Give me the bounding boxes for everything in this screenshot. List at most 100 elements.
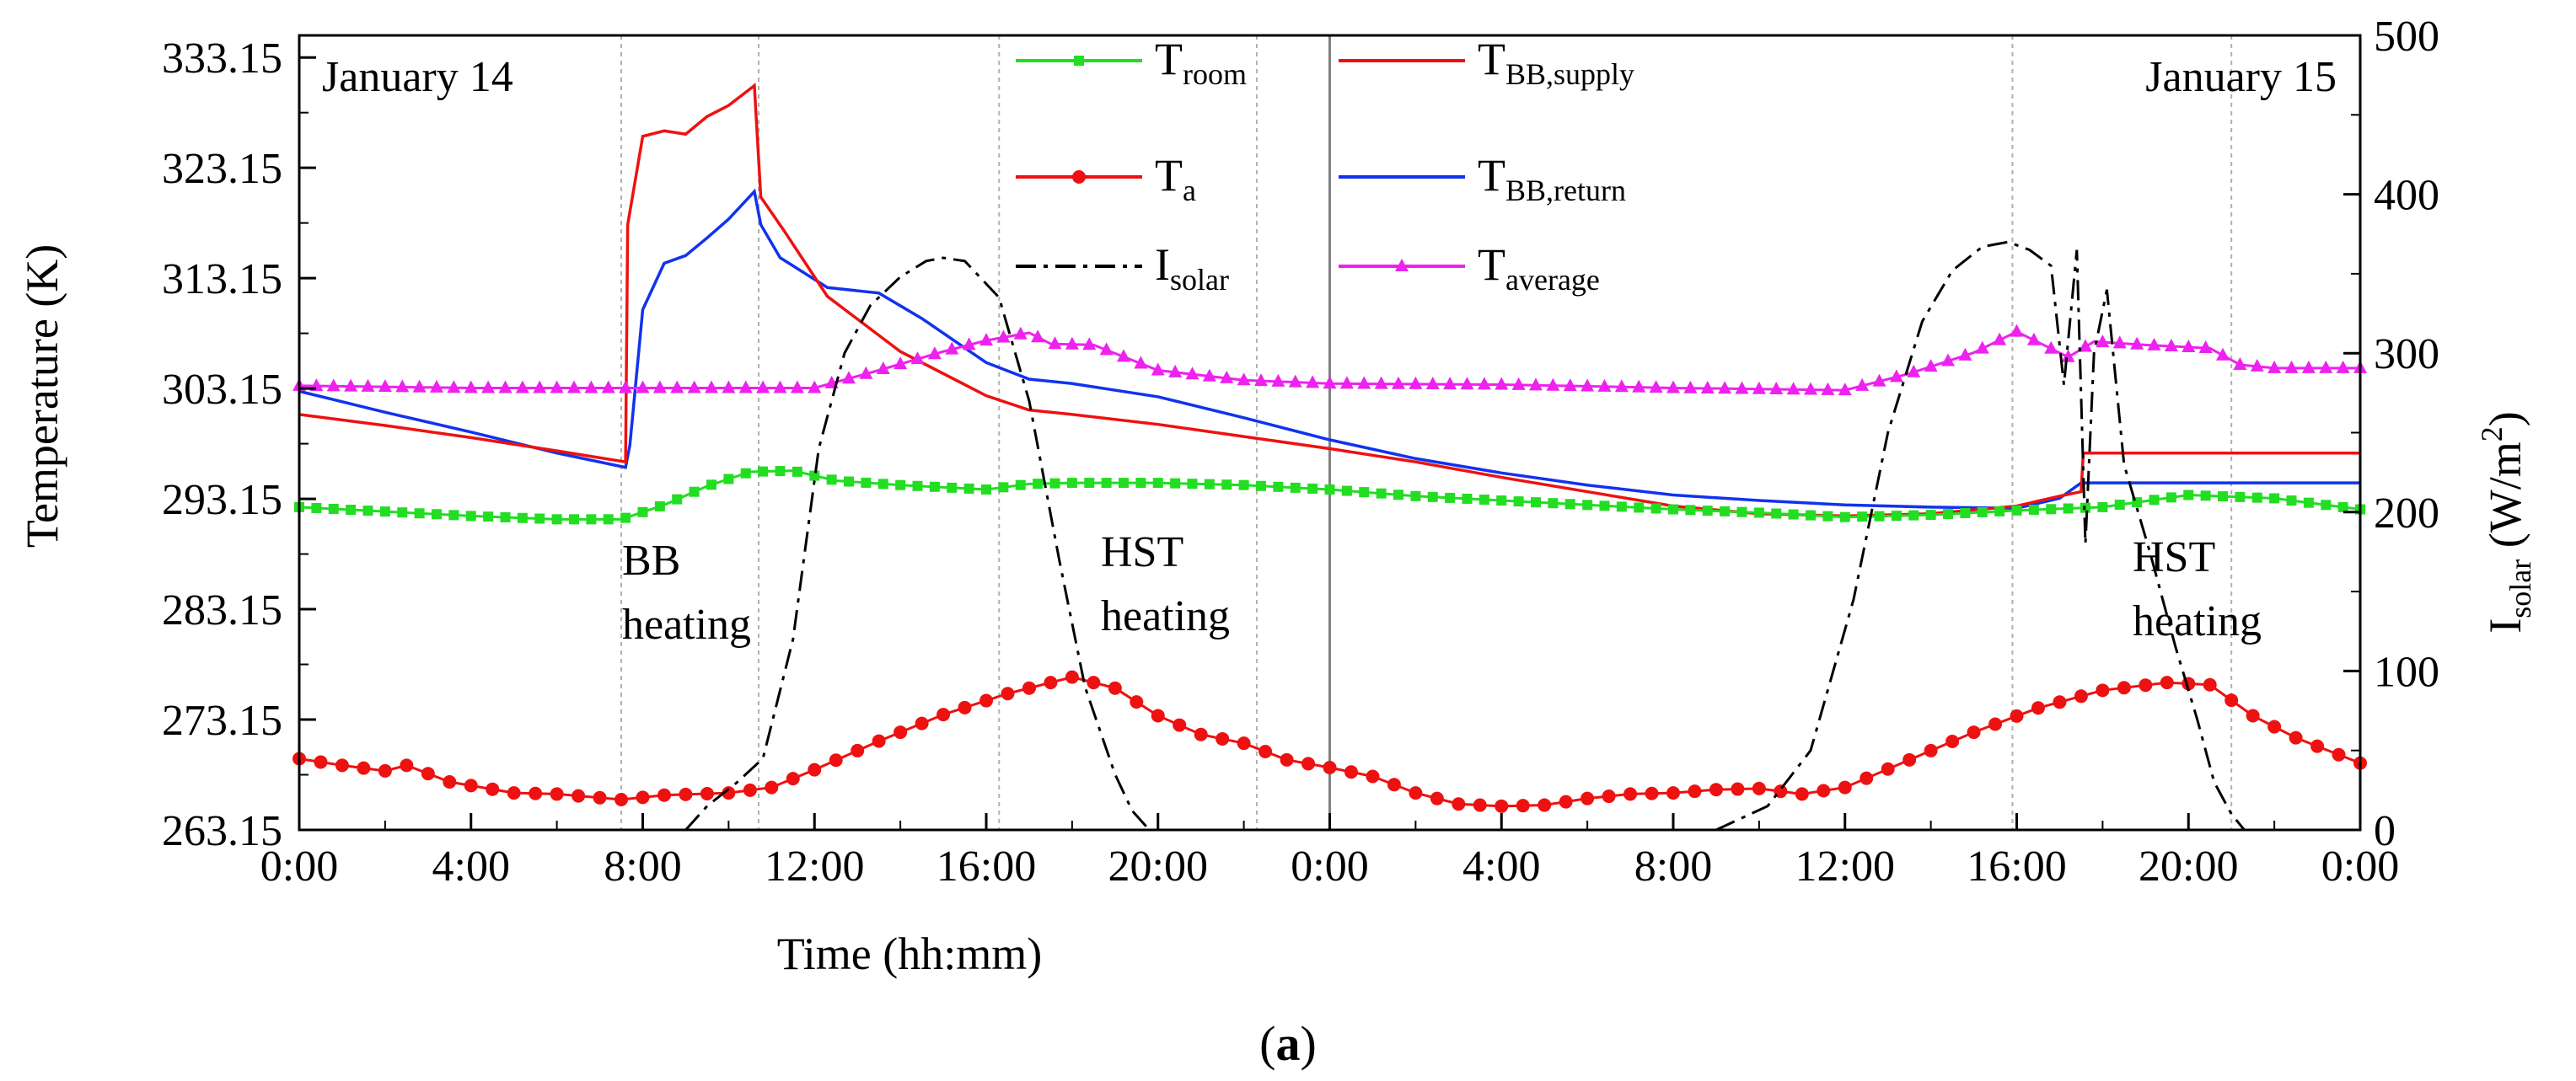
series-marker-troom: [1822, 511, 1833, 522]
annotation-hst2b: heating: [2133, 597, 2262, 645]
series-marker-troom: [792, 466, 802, 477]
series-marker-taverage: [481, 380, 496, 393]
y2-tick-label-5: 500: [2374, 13, 2439, 61]
series-marker-taverage: [1220, 370, 1234, 383]
axes-layer: 0:00 4:00 8:00 12:00 16:00 20:00 0:00 4:00 8:00 1…: [162, 13, 2439, 891]
series-marker-ta: [1022, 681, 1036, 695]
series-marker-troom: [861, 477, 872, 488]
series-marker-taverage: [361, 378, 375, 392]
series-marker-ta: [2246, 709, 2260, 723]
series-marker-troom: [2097, 501, 2108, 512]
series-marker-taverage: [1185, 367, 1199, 380]
series-marker-troom: [1101, 478, 1112, 489]
series-marker-taverage: [1271, 373, 1285, 387]
series-marker-taverage: [1134, 356, 1148, 369]
y-tick-label-2: 283.15: [162, 586, 282, 634]
legend-marker-ta: [1072, 170, 1086, 184]
series-marker-troom: [2286, 495, 2297, 506]
series-marker-troom: [1015, 479, 1026, 490]
legend-entry-isolar: Isolar: [1016, 239, 1229, 297]
series-marker-troom: [1170, 478, 1181, 489]
series-marker-troom: [2063, 503, 2074, 514]
series-marker-taverage: [498, 380, 513, 393]
x-tick-label-1: 4:00: [432, 843, 510, 891]
series-marker-troom: [1857, 511, 1868, 522]
series-marker-taverage: [1975, 340, 1989, 354]
series-marker-ta: [2310, 739, 2325, 753]
series-marker-troom: [346, 505, 357, 516]
series-marker-troom: [397, 507, 408, 518]
series-marker-taverage: [1151, 362, 1165, 376]
series-marker-troom: [1702, 506, 1713, 516]
series-marker-taverage: [1718, 381, 1732, 394]
series-marker-ta: [1409, 786, 1423, 800]
series-marker-taverage: [2336, 360, 2350, 373]
series-marker-troom: [2235, 491, 2246, 502]
series-marker-ta: [550, 787, 564, 801]
series-marker-taverage: [2284, 360, 2299, 373]
series-ta: [292, 670, 2367, 813]
series-marker-taverage: [979, 333, 993, 346]
legend-label-troom: Troom: [1155, 34, 1247, 91]
series-marker-taverage: [1202, 368, 1216, 382]
series-marker-ta: [722, 786, 736, 800]
series-marker-taverage: [1409, 376, 1423, 389]
series-marker-ta: [657, 788, 671, 802]
series-marker-taverage: [1889, 369, 1903, 383]
series-marker-troom: [328, 504, 339, 515]
series-marker-troom: [2183, 490, 2194, 500]
series-marker-ta: [1645, 786, 1659, 800]
series-marker-troom: [981, 484, 991, 495]
series-marker-ta: [1838, 780, 1852, 795]
series-marker-ta: [1473, 798, 1487, 812]
series-marker-troom: [1376, 488, 1387, 499]
y2-tick-label-4: 400: [2374, 172, 2439, 220]
x-tick-label-11: 20:00: [2139, 843, 2238, 891]
series-marker-ta: [572, 789, 586, 803]
series-marker-troom: [1238, 479, 1249, 490]
y-tick-label-4: 303.15: [162, 366, 282, 414]
x-tick-label-3: 12:00: [765, 843, 864, 891]
series-marker-taverage: [1752, 381, 1766, 394]
series-marker-ta: [1538, 798, 1552, 812]
series-marker-ta: [2139, 678, 2153, 693]
series-marker-taverage: [2010, 324, 2024, 337]
series-marker-ta: [2117, 681, 2131, 695]
annotation-bb1: BB: [622, 537, 680, 585]
series-marker-ta: [915, 716, 929, 730]
legend-entry-tsupply: TBB,supply: [1339, 34, 1634, 91]
series-marker-taverage: [395, 379, 410, 393]
x-tick-label-9: 12:00: [1795, 843, 1895, 891]
series-marker-troom: [2303, 497, 2314, 508]
series-marker-taverage: [996, 329, 1011, 343]
series-marker-ta: [1731, 782, 1745, 796]
series-marker-ta: [378, 763, 392, 778]
series-marker-taverage: [1511, 377, 1526, 390]
series-marker-taverage: [1941, 353, 1955, 367]
series-marker-troom: [1839, 511, 1850, 522]
series-marker-troom: [740, 468, 751, 479]
x-tick-label-12: 0:00: [2321, 843, 2399, 891]
series-marker-troom: [362, 506, 373, 516]
legend-entry-treturn: TBB,return: [1339, 150, 1626, 207]
series-marker-taverage: [1374, 376, 1388, 389]
x-tick-label-7: 4:00: [1462, 843, 1540, 891]
series-marker-taverage: [2267, 360, 2282, 373]
legend-label-tsupply: TBB,supply: [1478, 34, 1634, 91]
series-marker-ta: [1666, 786, 1680, 800]
series-marker-troom: [2011, 505, 2022, 516]
series-marker-ta: [1795, 787, 1809, 801]
series-marker-taverage: [1958, 347, 1972, 361]
series-troom: [294, 466, 2365, 525]
annotation-bb2: heating: [622, 601, 751, 649]
series-marker-ta: [1817, 784, 1831, 798]
legend-entry-taverage: Taverage: [1339, 239, 1600, 297]
series-marker-ta: [2203, 677, 2217, 692]
y-tick-label-7: 333.15: [162, 35, 282, 83]
annotations-layer: January 14 January 15 BB heating HST heating H…: [322, 53, 2337, 649]
series-layer: [292, 83, 2367, 832]
series-marker-troom: [1084, 478, 1095, 489]
series-marker-troom: [2337, 501, 2348, 512]
series-marker-troom: [1806, 510, 1816, 521]
series-treturn: [298, 188, 2360, 510]
